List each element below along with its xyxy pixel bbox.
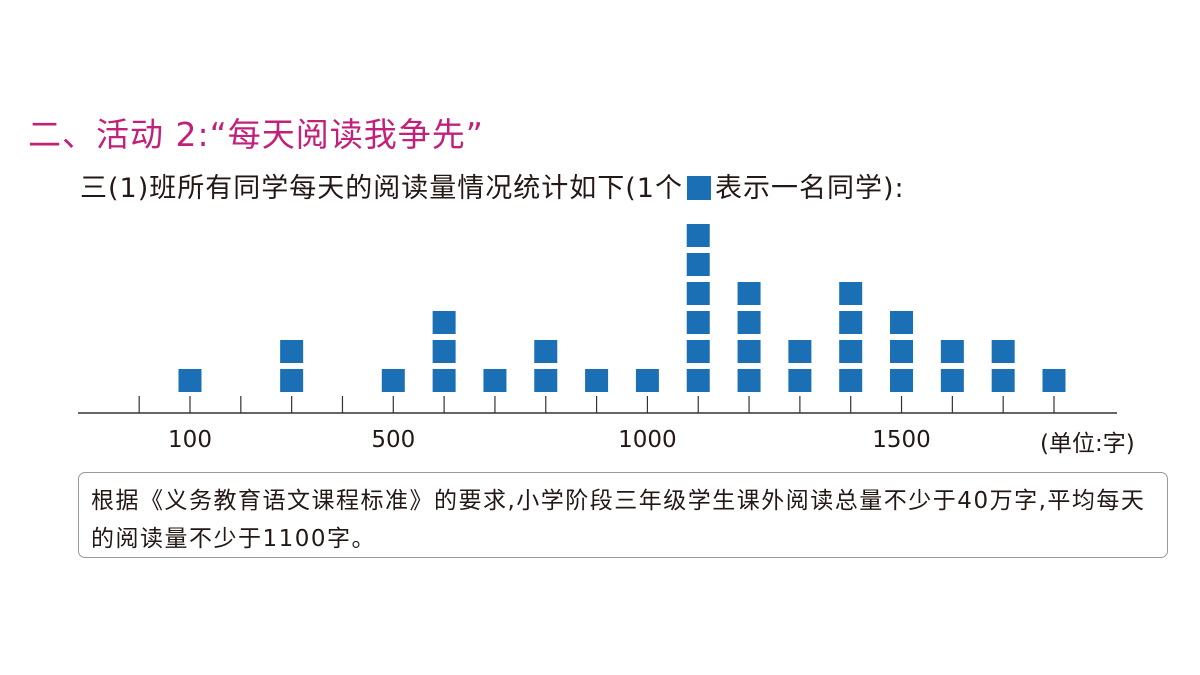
student-square-marker	[991, 340, 1015, 363]
student-square-marker	[280, 369, 304, 392]
student-square-marker	[432, 311, 456, 334]
student-square-marker	[991, 369, 1015, 392]
student-square-marker	[788, 369, 812, 392]
student-square-marker	[1042, 369, 1066, 392]
student-square-marker	[686, 253, 710, 276]
intro-text-after: 表示一名同学):	[714, 173, 905, 204]
x-tick-label: 500	[371, 427, 415, 453]
dot-plot-chart: 100 500 1000 1500	[78, 224, 1117, 453]
student-square-marker	[280, 340, 304, 363]
x-tick-label: 1500	[872, 427, 931, 453]
student-square-marker	[686, 340, 710, 363]
x-tick-label: 1000	[618, 427, 677, 453]
student-square-marker	[940, 340, 964, 363]
student-square-marker	[534, 369, 558, 392]
note-text: 根据《义务教育语文课程标准》的要求,小学阶段三年级学生课外阅读总量不少于40万字…	[91, 488, 1146, 552]
student-square-marker	[737, 311, 761, 334]
student-square-marker	[534, 340, 558, 363]
student-square-marker	[890, 340, 914, 363]
student-square-marker	[686, 224, 710, 247]
student-square-marker	[839, 311, 863, 334]
student-square-marker	[839, 282, 863, 305]
student-square-marker	[839, 340, 863, 363]
student-square-marker	[737, 282, 761, 305]
section-title: 二、活动 2:“每天阅读我争先”	[28, 115, 484, 154]
legend-square-icon	[686, 176, 711, 200]
student-square-marker	[890, 311, 914, 334]
student-square-marker	[585, 369, 609, 392]
student-square-marker	[483, 369, 507, 392]
student-square-marker	[890, 369, 914, 392]
student-square-marker	[686, 282, 710, 305]
student-square-marker	[686, 369, 710, 392]
student-square-marker	[635, 369, 659, 392]
student-square-marker	[432, 340, 456, 363]
student-square-marker	[737, 369, 761, 392]
student-square-marker	[940, 369, 964, 392]
student-square-marker	[178, 369, 202, 392]
student-square-marker	[737, 340, 761, 363]
student-square-marker	[432, 369, 456, 392]
x-tick-label: 100	[168, 427, 212, 453]
intro-text: 三(1)班所有同学每天的阅读量情况统计如下(1个 表示一名同学):	[80, 166, 905, 205]
intro-text-before: 三(1)班所有同学每天的阅读量情况统计如下(1个	[80, 173, 683, 204]
unit-label: (单位:字)	[1040, 431, 1135, 457]
student-square-marker	[839, 369, 863, 392]
note-box: 根据《义务教育语文课程标准》的要求,小学阶段三年级学生课外阅读总量不少于40万字…	[78, 472, 1168, 558]
student-square-marker	[381, 369, 405, 392]
student-square-marker	[788, 340, 812, 363]
student-square-marker	[686, 311, 710, 334]
